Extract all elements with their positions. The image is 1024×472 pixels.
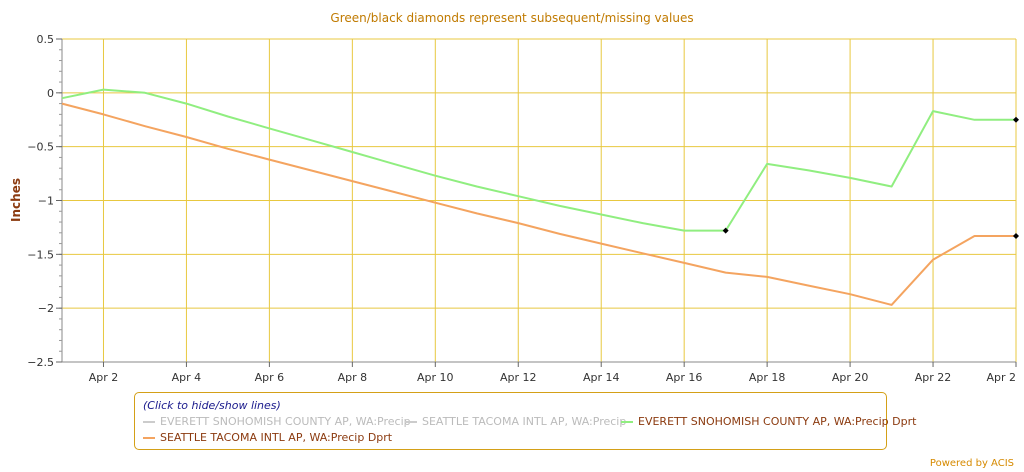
chart-title: Green/black diamonds represent subsequen… bbox=[330, 11, 693, 25]
series-lines bbox=[61, 88, 1019, 306]
y-tick-label: −2.5 bbox=[27, 356, 54, 369]
legend-item-seattle-precip-dprt[interactable]: SEATTLE TACOMA INTL AP, WA:Precip Dprt bbox=[143, 431, 392, 444]
x-tick-label: Apr 8 bbox=[338, 371, 368, 384]
x-tick-label: Apr 18 bbox=[749, 371, 786, 384]
series-line-everett bbox=[61, 88, 1016, 232]
legend-label: SEATTLE TACOMA INTL AP, WA:Precip bbox=[422, 415, 627, 428]
grid bbox=[61, 38, 1017, 363]
x-axis-ticks: Apr 2 Apr 4 Apr 6 Apr 8 Apr 10 Apr 12 Apr 14 Ap… bbox=[89, 362, 1017, 384]
y-axis-label: Inches bbox=[9, 178, 23, 222]
y-tick-label: 0.5 bbox=[37, 33, 55, 46]
legend-swatch bbox=[405, 420, 417, 423]
missing-value-diamond bbox=[1013, 116, 1019, 123]
y-tick-label: −1.5 bbox=[27, 248, 54, 261]
x-tick-label: Apr 4 bbox=[172, 371, 202, 384]
x-tick-label: Apr 10 bbox=[417, 371, 454, 384]
legend-label: EVERETT SNOHOMISH COUNTY AP, WA:Precip D… bbox=[638, 415, 917, 428]
powered-by: Powered by ACIS bbox=[929, 458, 1014, 469]
legend: (Click to hide/show lines) EVERETT SNOHO… bbox=[134, 392, 916, 450]
x-tick-label: Apr 6 bbox=[255, 371, 285, 384]
x-tick-label: Apr 12 bbox=[500, 371, 537, 384]
missing-value-diamond bbox=[722, 227, 729, 234]
legend-label: SEATTLE TACOMA INTL AP, WA:Precip Dprt bbox=[160, 431, 393, 444]
x-tick-label: Apr 22 bbox=[915, 371, 952, 384]
chart-area: Green/black diamonds represent subsequen… bbox=[9, 11, 1019, 384]
legend-swatch bbox=[143, 420, 155, 423]
x-tick-label: Apr 2 bbox=[986, 371, 1016, 384]
y-tick-label: 0 bbox=[47, 87, 54, 100]
legend-item-seattle-precip[interactable]: SEATTLE TACOMA INTL AP, WA:Precip bbox=[405, 415, 626, 428]
y-tick-label: −0.5 bbox=[27, 141, 54, 154]
legend-hint: (Click to hide/show lines) bbox=[143, 399, 281, 412]
y-tick-label: −2 bbox=[38, 302, 54, 315]
legend-swatch bbox=[143, 436, 155, 439]
x-tick-label: Apr 20 bbox=[832, 371, 869, 384]
legend-label: EVERETT SNOHOMISH COUNTY AP, WA:Precip bbox=[160, 415, 411, 428]
legend-item-everett-precip-dprt[interactable]: EVERETT SNOHOMISH COUNTY AP, WA:Precip D… bbox=[621, 415, 916, 428]
x-tick-label: Apr 16 bbox=[666, 371, 703, 384]
x-tick-label: Apr 2 bbox=[89, 371, 119, 384]
x-tick-label: Apr 14 bbox=[583, 371, 620, 384]
y-tick-label: −1 bbox=[38, 195, 54, 208]
legend-swatch bbox=[621, 420, 633, 423]
y-axis-ticks: 0.5 0 −0.5 −1 −1.5 −2 −2.5 bbox=[27, 33, 62, 369]
legend-item-everett-precip[interactable]: EVERETT SNOHOMISH COUNTY AP, WA:Precip bbox=[143, 415, 411, 428]
missing-value-diamond bbox=[1013, 233, 1019, 240]
series-line-seattle bbox=[61, 102, 1016, 306]
